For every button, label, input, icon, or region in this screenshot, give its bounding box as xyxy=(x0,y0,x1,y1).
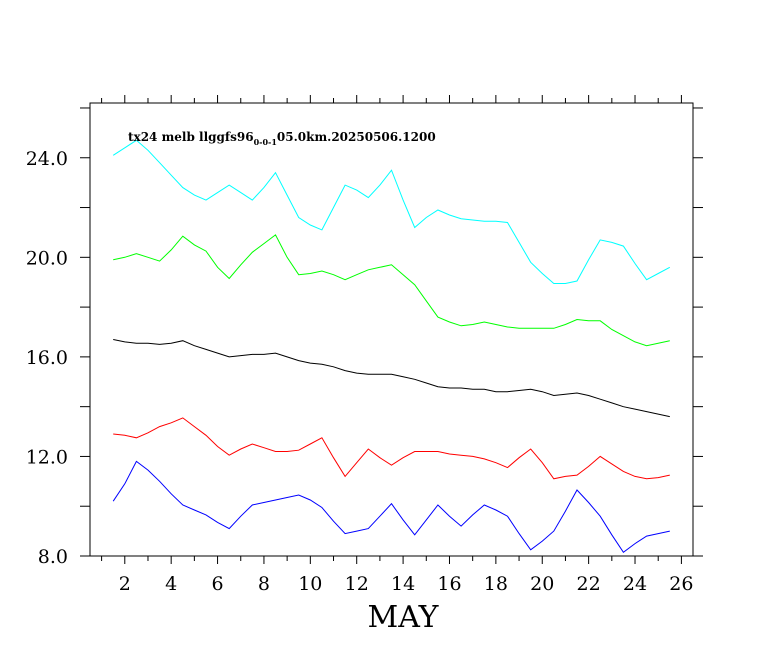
y-tick-label: 8.0 xyxy=(38,546,68,568)
x-axis-labels: 2 4 6 8 10 12 14 16 18 20 22 24 26 xyxy=(119,573,694,595)
y-tick-label: 12.0 xyxy=(26,446,68,468)
y-tick-label: 16.0 xyxy=(26,347,68,369)
x-tick-label: 16 xyxy=(437,573,461,595)
y-axis-labels: 8.0 12.0 16.0 20.0 24.0 xyxy=(26,148,68,568)
y-tick-label: 20.0 xyxy=(26,247,68,269)
x-tick-label: 4 xyxy=(165,573,177,595)
series-line-2 xyxy=(113,234,670,347)
y-tick-label: 24.0 xyxy=(26,148,68,170)
series-line-4 xyxy=(113,417,670,480)
chart-title-subscript: 0-0-1 xyxy=(254,137,277,147)
chart-title: tx24 melb llggfs960-0-105.0km.20250506.1… xyxy=(128,130,436,147)
x-tick-label: 14 xyxy=(391,573,415,595)
x-tick-label: 10 xyxy=(298,573,322,595)
axis-ticks xyxy=(80,95,703,564)
plot-frame xyxy=(89,102,694,557)
series-lines xyxy=(112,139,671,554)
x-tick-label: 24 xyxy=(623,573,647,595)
x-tick-label: 20 xyxy=(530,573,554,595)
x-tick-label: 2 xyxy=(119,573,131,595)
x-tick-label: 12 xyxy=(345,573,369,595)
x-tick-label: 8 xyxy=(258,573,270,595)
x-tick-label: 26 xyxy=(669,573,693,595)
chart-title-suffix: 05.0km.20250506.1200 xyxy=(277,130,436,144)
x-tick-label: 18 xyxy=(484,573,508,595)
series-line-5 xyxy=(112,460,670,554)
series-line-1 xyxy=(112,139,671,284)
x-axis-title: MAY xyxy=(368,600,440,635)
x-tick-label: 6 xyxy=(212,573,224,595)
series-line-3 xyxy=(113,339,670,418)
x-tick-label: 22 xyxy=(577,573,601,595)
